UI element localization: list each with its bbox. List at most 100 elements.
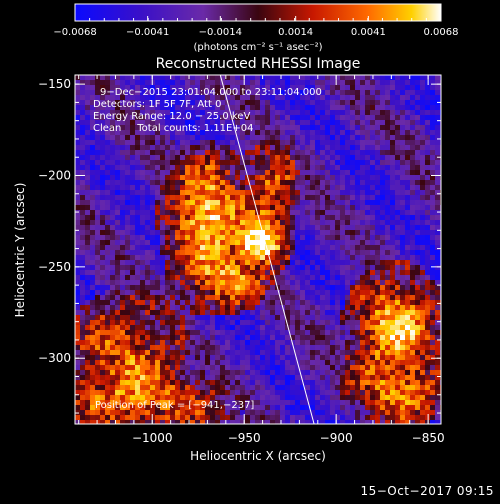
heatmap-cell bbox=[420, 160, 425, 165]
heatmap-cell bbox=[385, 335, 390, 340]
heatmap-cell bbox=[215, 280, 220, 285]
heatmap-cell bbox=[145, 300, 150, 305]
heatmap-cell bbox=[85, 330, 90, 335]
heatmap-cell bbox=[180, 315, 185, 320]
heatmap-cell bbox=[400, 245, 405, 250]
heatmap-cell bbox=[355, 250, 360, 255]
heatmap-cell bbox=[75, 275, 80, 280]
heatmap-cell bbox=[345, 130, 350, 135]
heatmap-cell bbox=[110, 355, 115, 360]
heatmap-cell bbox=[335, 210, 340, 215]
heatmap-cell bbox=[165, 165, 170, 170]
heatmap-cell bbox=[165, 255, 170, 260]
heatmap-cell bbox=[355, 335, 360, 340]
heatmap-cell bbox=[410, 300, 415, 305]
heatmap-cell bbox=[175, 145, 180, 150]
heatmap-cell bbox=[415, 145, 420, 150]
heatmap-cell bbox=[420, 365, 425, 370]
heatmap-cell bbox=[160, 345, 165, 350]
heatmap-cell bbox=[370, 395, 375, 400]
heatmap-cell bbox=[400, 110, 405, 115]
heatmap-cell bbox=[335, 240, 340, 245]
heatmap-cell bbox=[215, 255, 220, 260]
heatmap-cell bbox=[300, 325, 305, 330]
heatmap-cell bbox=[95, 175, 100, 180]
heatmap-cell bbox=[330, 320, 335, 325]
heatmap-cell bbox=[400, 90, 405, 95]
heatmap-cell bbox=[280, 385, 285, 390]
heatmap-cell bbox=[170, 335, 175, 340]
heatmap-cell bbox=[225, 380, 230, 385]
heatmap-cell bbox=[365, 310, 370, 315]
heatmap-cell bbox=[240, 285, 245, 290]
heatmap-cell bbox=[180, 260, 185, 265]
heatmap-cell bbox=[365, 165, 370, 170]
heatmap-cell bbox=[90, 300, 95, 305]
heatmap-cell bbox=[145, 345, 150, 350]
heatmap-cell bbox=[265, 80, 270, 85]
heatmap-cell bbox=[280, 230, 285, 235]
heatmap-cell bbox=[230, 200, 235, 205]
heatmap-cell bbox=[260, 330, 265, 335]
heatmap-cell bbox=[305, 245, 310, 250]
heatmap-cell bbox=[385, 135, 390, 140]
heatmap-cell bbox=[195, 145, 200, 150]
heatmap-cell bbox=[155, 380, 160, 385]
heatmap-cell bbox=[85, 75, 90, 80]
heatmap-cell bbox=[410, 115, 415, 120]
heatmap-cell bbox=[150, 370, 155, 375]
heatmap-cell bbox=[405, 270, 410, 275]
heatmap-cell bbox=[395, 320, 400, 325]
heatmap-cell bbox=[385, 390, 390, 395]
heatmap-cell bbox=[115, 360, 120, 365]
heatmap-cell bbox=[210, 330, 215, 335]
heatmap-cell bbox=[110, 320, 115, 325]
heatmap-cell bbox=[165, 230, 170, 235]
heatmap-cell bbox=[295, 370, 300, 375]
heatmap-cell bbox=[75, 145, 80, 150]
heatmap-cell bbox=[380, 165, 385, 170]
heatmap-cell bbox=[320, 275, 325, 280]
heatmap-cell bbox=[90, 280, 95, 285]
heatmap-cell bbox=[385, 210, 390, 215]
heatmap-cell bbox=[315, 100, 320, 105]
heatmap-cell bbox=[395, 245, 400, 250]
heatmap-cell bbox=[400, 330, 405, 335]
heatmap-cell bbox=[155, 210, 160, 215]
heatmap-cell bbox=[110, 135, 115, 140]
heatmap-cell bbox=[390, 225, 395, 230]
heatmap-cell bbox=[355, 220, 360, 225]
heatmap-cell bbox=[220, 255, 225, 260]
heatmap-cell bbox=[185, 280, 190, 285]
heatmap-cell bbox=[200, 360, 205, 365]
heatmap-cell bbox=[185, 255, 190, 260]
heatmap-cell bbox=[140, 280, 145, 285]
heatmap-cell bbox=[365, 405, 370, 410]
heatmap-cell bbox=[255, 140, 260, 145]
heatmap-cell bbox=[80, 335, 85, 340]
heatmap-cell bbox=[265, 180, 270, 185]
heatmap-cell bbox=[140, 360, 145, 365]
heatmap-cell bbox=[335, 115, 340, 120]
heatmap-cell bbox=[120, 240, 125, 245]
heatmap-cell bbox=[140, 385, 145, 390]
heatmap-cell bbox=[165, 135, 170, 140]
heatmap-cell bbox=[110, 300, 115, 305]
heatmap-cell bbox=[135, 205, 140, 210]
heatmap-cell bbox=[275, 300, 280, 305]
heatmap-cell bbox=[155, 170, 160, 175]
heatmap-cell bbox=[350, 175, 355, 180]
heatmap-cell bbox=[415, 110, 420, 115]
heatmap-cell bbox=[290, 295, 295, 300]
heatmap-cell bbox=[130, 255, 135, 260]
heatmap-cell bbox=[335, 225, 340, 230]
heatmap-cell bbox=[125, 250, 130, 255]
heatmap-cell bbox=[395, 125, 400, 130]
heatmap-cell bbox=[255, 165, 260, 170]
heatmap-cell bbox=[390, 320, 395, 325]
heatmap-cell bbox=[335, 310, 340, 315]
heatmap-cell bbox=[185, 345, 190, 350]
heatmap-cell bbox=[75, 220, 80, 225]
heatmap-cell bbox=[385, 130, 390, 135]
heatmap-cell bbox=[140, 135, 145, 140]
